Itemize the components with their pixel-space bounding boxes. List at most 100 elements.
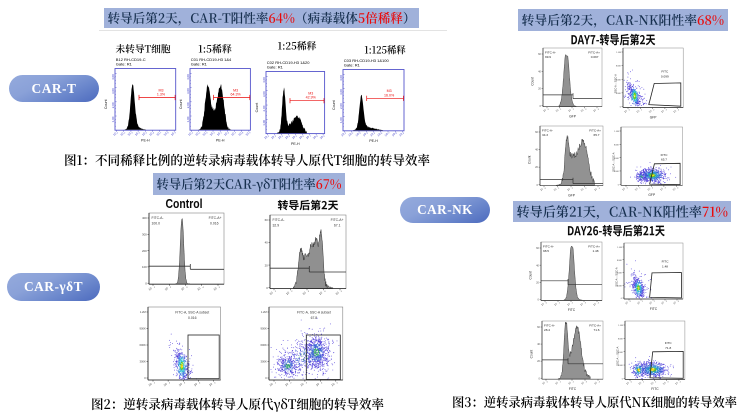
svg-text:3: 3	[585, 109, 586, 111]
svg-text:0.016: 0.016	[210, 221, 219, 225]
svg-text:2,00: 2,00	[262, 106, 266, 112]
svg-text:10: 10	[269, 290, 274, 295]
svg-text:5: 5	[145, 133, 147, 135]
svg-text:10: 10	[623, 109, 628, 114]
svg-text:10: 10	[270, 135, 275, 140]
svg-text:Count: Count	[179, 100, 183, 110]
svg-text:10: 10	[633, 186, 638, 191]
svg-text:67.1: 67.1	[334, 223, 341, 227]
svg-text:10: 10	[566, 301, 571, 306]
svg-text:10: 10	[209, 132, 214, 137]
svg-text:1: 1	[560, 381, 561, 383]
svg-text:3: 3	[359, 133, 361, 135]
svg-text:10: 10	[553, 301, 558, 306]
svg-text:FITC: FITC	[568, 308, 576, 312]
svg-text:PE-H: PE-H	[369, 139, 378, 143]
svg-text:5: 5	[336, 383, 338, 385]
svg-text:1: 1	[560, 109, 561, 111]
svg-text:800K: 800K	[613, 144, 619, 146]
svg-text:4: 4	[321, 383, 323, 385]
svg-text:3: 3	[186, 286, 188, 288]
svg-text:60: 60	[538, 52, 541, 56]
svg-text:10: 10	[593, 187, 598, 192]
svg-text:FITC-A-: FITC-A-	[545, 50, 556, 54]
svg-text:M3: M3	[387, 89, 392, 93]
svg-text:1: 1	[639, 187, 640, 189]
svg-text:FITC: FITC	[662, 260, 670, 264]
svg-text:4,00: 4,00	[186, 74, 190, 80]
svg-text:0: 0	[620, 107, 622, 109]
svg-text:Count: Count	[103, 100, 107, 110]
svg-text:3: 3	[305, 383, 307, 385]
svg-text:2,00: 2,00	[110, 102, 114, 108]
svg-text:10: 10	[369, 132, 374, 137]
svg-text:FITC-A+: FITC-A+	[588, 50, 600, 54]
svg-text:10: 10	[223, 132, 228, 137]
svg-text:4,00: 4,00	[262, 77, 266, 83]
svg-text:10: 10	[555, 107, 560, 112]
svg-text:10: 10	[553, 187, 558, 192]
svg-text:10: 10	[245, 132, 250, 137]
svg-text:10: 10	[208, 382, 213, 387]
svg-text:PE-H: PE-H	[141, 139, 150, 143]
svg-text:10: 10	[646, 186, 651, 191]
svg-text:10: 10	[133, 132, 138, 137]
svg-text:1: 1	[268, 136, 270, 138]
svg-text:32.9: 32.9	[273, 223, 280, 227]
svg-text:7: 7	[310, 136, 312, 138]
svg-text:10: 10	[315, 382, 320, 387]
svg-text:3: 3	[665, 110, 666, 112]
svg-text:GFP: GFP	[568, 194, 576, 198]
svg-text:10: 10	[318, 290, 323, 295]
svg-text:Count: Count	[332, 100, 336, 110]
svg-text:8: 8	[167, 133, 169, 135]
svg-text:1: 1	[153, 383, 155, 385]
svg-text:Gate: R1: Gate: R1	[344, 63, 361, 68]
svg-text:7: 7	[388, 133, 390, 135]
svg-text:0.097: 0.097	[591, 55, 599, 59]
svg-text:67.8: 67.8	[310, 316, 317, 320]
svg-text:M3: M3	[308, 92, 313, 96]
svg-text:5: 5	[218, 286, 220, 288]
svg-text:60: 60	[265, 218, 269, 222]
svg-text:B12 RH-CD19-C: B12 RH-CD19-C	[115, 57, 145, 62]
svg-text:4: 4	[324, 291, 326, 293]
svg-text:10: 10	[671, 186, 676, 191]
svg-text:0: 0	[266, 286, 268, 290]
svg-text:1.3%: 1.3%	[156, 93, 165, 97]
svg-text:FITC-A-: FITC-A-	[273, 218, 285, 222]
svg-text:40: 40	[537, 342, 540, 346]
svg-text:3: 3	[586, 381, 587, 383]
svg-text:10: 10	[126, 132, 131, 137]
svg-text:0: 0	[546, 302, 547, 304]
svg-text:2: 2	[653, 110, 654, 112]
svg-text:64.3%: 64.3%	[231, 93, 242, 97]
svg-text:0: 0	[545, 188, 546, 190]
svg-text:2: 2	[199, 133, 201, 135]
svg-text:40: 40	[538, 69, 541, 73]
svg-text:200: 200	[142, 248, 147, 252]
svg-text:0: 0	[621, 298, 623, 300]
svg-text:10: 10	[180, 286, 185, 291]
svg-text:4: 4	[598, 302, 599, 304]
svg-text:1: 1	[558, 188, 559, 190]
svg-text:10: 10	[580, 380, 585, 385]
svg-text:10: 10	[196, 286, 201, 291]
svg-text:40: 40	[536, 263, 539, 267]
svg-text:0: 0	[626, 187, 627, 189]
svg-text:10: 10	[187, 132, 192, 137]
svg-text:10: 10	[648, 300, 653, 305]
svg-text:2: 2	[573, 381, 574, 383]
svg-text:10: 10	[237, 132, 242, 137]
svg-text:10: 10	[554, 380, 559, 385]
svg-text:10: 10	[285, 290, 290, 295]
svg-text:10: 10	[540, 301, 545, 306]
svg-text:2: 2	[168, 383, 170, 385]
svg-text:10: 10	[119, 132, 124, 137]
svg-text:10: 10	[593, 380, 598, 385]
svg-text:10: 10	[162, 382, 167, 387]
svg-text:2: 2	[651, 187, 652, 189]
svg-text:GFP: GFP	[650, 115, 658, 119]
svg-text:3: 3	[666, 301, 667, 303]
svg-text:10: 10	[284, 382, 289, 387]
